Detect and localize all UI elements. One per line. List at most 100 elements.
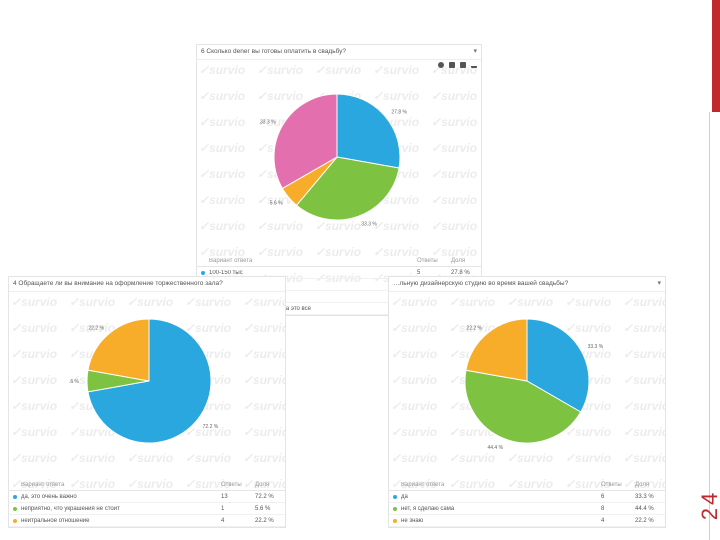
- watermark: ✓survio: [199, 219, 246, 233]
- legend-dot-icon: [393, 494, 397, 499]
- table-cell: 13: [221, 493, 228, 500]
- legend-dot-icon: [13, 518, 17, 523]
- watermark: ✓survio: [431, 167, 478, 181]
- table-cell: 72.2 %: [255, 493, 274, 500]
- watermark: ✓survio: [11, 321, 58, 335]
- table-cell: 22.2 %: [255, 517, 274, 524]
- watermark: ✓survio: [623, 295, 666, 309]
- slice-label: 5.6 %: [69, 379, 80, 385]
- table-cell: да: [401, 493, 408, 500]
- pie-slice: [464, 369, 582, 444]
- watermark: ✓survio: [623, 425, 666, 439]
- slice-label: 27.8 %: [391, 109, 407, 115]
- watermark: ✓survio: [69, 295, 116, 309]
- panel-title: 6 Сколько denег вы готовы оплатить в сва…: [197, 45, 481, 60]
- pie-chart: 33.3 % 44.4 % 22.2 %: [464, 318, 604, 451]
- settings-icon[interactable]: [438, 62, 444, 68]
- chart-toolbar: [438, 62, 477, 68]
- watermark: ✓survio: [257, 63, 304, 77]
- column-header: Доля: [255, 481, 270, 488]
- watermark: ✓survio: [431, 141, 478, 155]
- table-row: да 6 33.3 %: [389, 491, 665, 503]
- panel-title: …льную дизайнерскую студию во время ваше…: [389, 277, 665, 292]
- question-title: …льную дизайнерскую студию во время ваше…: [393, 280, 569, 287]
- watermark: ✓survio: [243, 373, 286, 387]
- watermark: ✓survio: [391, 373, 438, 387]
- watermark: ✓survio: [127, 295, 174, 309]
- column-header: Ответы: [221, 481, 242, 488]
- bar-chart-icon[interactable]: [449, 62, 455, 68]
- watermark: ✓survio: [623, 451, 666, 465]
- watermark: ✓survio: [11, 399, 58, 413]
- divider: [709, 112, 710, 540]
- watermark: ✓survio: [391, 425, 438, 439]
- watermark: ✓survio: [11, 373, 58, 387]
- table-cell: 6: [601, 493, 605, 500]
- table-cell: нейтральное отношение: [21, 517, 90, 524]
- table-row: неприятно, что украшения не стоит 1 5.6 %: [9, 503, 285, 515]
- legend-dot-icon: [393, 518, 397, 523]
- watermark: ✓survio: [199, 193, 246, 207]
- legend-header: Вариант ответа Ответы Доля: [9, 479, 285, 491]
- table-cell: 4: [221, 517, 225, 524]
- column-header: Ответы: [601, 481, 622, 488]
- column-header: Ответы: [417, 257, 438, 264]
- table-row: нет, я сделаю сама 8 44.4 %: [389, 503, 665, 515]
- pie-chart: 27.8 % 33.3 % 5.6 % 33.3 %: [260, 93, 408, 228]
- watermark: ✓survio: [11, 425, 58, 439]
- download-icon[interactable]: [471, 62, 477, 68]
- legend-table: Вариант ответа Ответы Доля да 6 33.3 % нет, я …: [389, 479, 665, 527]
- table-cell: 100-150 тыс: [209, 269, 243, 276]
- watermark: ✓survio: [623, 399, 666, 413]
- table-cell: 27.8 %: [451, 269, 470, 276]
- panel-title: 4 Обращаете ли вы внимание на оформление…: [9, 277, 285, 292]
- legend-header: Вариант ответа Ответы Доля: [389, 479, 665, 491]
- pie-slice: [295, 156, 400, 221]
- slice-label: 33.3 %: [361, 222, 377, 228]
- question-title: 4 Обращаете ли вы внимание на оформление…: [13, 280, 223, 287]
- table-cell: нет, я сделаю сама: [401, 505, 455, 512]
- legend-dot-icon: [13, 506, 17, 511]
- pie-slice: [465, 318, 528, 382]
- slice-label: 22.2 %: [88, 325, 104, 331]
- table-cell: 44.4 %: [635, 505, 654, 512]
- pie-slice: [526, 318, 590, 413]
- slice-label: 44.4 %: [487, 445, 503, 451]
- watermark: ✓survio: [315, 63, 362, 77]
- table-cell: 5.6 %: [255, 505, 271, 512]
- watermark: ✓survio: [243, 399, 286, 413]
- watermark: ✓survio: [431, 89, 478, 103]
- table-row: нейтральное отношение 4 22.2 %: [9, 515, 285, 527]
- survey-result-panel-decor: ✓survio ✓survio ✓survio ✓survio ✓survio ✓surv…: [8, 276, 286, 528]
- legend-header: Вариант ответа Ответы Доля: [197, 255, 481, 267]
- watermark: ✓survio: [11, 451, 58, 465]
- table-cell: да, это очень важно: [21, 493, 77, 500]
- watermark: ✓survio: [391, 295, 438, 309]
- watermark: ✓survio: [431, 219, 478, 233]
- watermark: ✓survio: [623, 347, 666, 361]
- legend-dot-icon: [393, 506, 397, 511]
- watermark: ✓survio: [199, 89, 246, 103]
- table-cell: 1: [221, 505, 225, 512]
- table-icon[interactable]: [460, 62, 466, 68]
- watermark: ✓survio: [431, 115, 478, 129]
- watermark: ✓survio: [243, 425, 286, 439]
- watermark: ✓survio: [391, 451, 438, 465]
- watermark: ✓survio: [199, 141, 246, 155]
- accent-bar: [712, 0, 720, 112]
- chevron-down-icon[interactable]: ▾: [473, 48, 477, 55]
- table-cell: 22.2 %: [635, 517, 654, 524]
- slice-label: 33.3 %: [260, 119, 276, 125]
- slice-label: 33.3 %: [588, 344, 604, 350]
- table-cell: 8: [601, 505, 605, 512]
- watermark: ✓survio: [391, 399, 438, 413]
- watermark: ✓survio: [11, 295, 58, 309]
- watermark: ✓survio: [199, 115, 246, 129]
- watermark: ✓survio: [373, 63, 420, 77]
- table-row: не знаю 4 22.2 %: [389, 515, 665, 527]
- watermark: ✓survio: [243, 321, 286, 335]
- watermark: ✓survio: [199, 167, 246, 181]
- table-row: 100-150 тыс 5 27.8 %: [197, 267, 481, 279]
- watermark: ✓survio: [11, 347, 58, 361]
- chevron-down-icon[interactable]: ▾: [657, 280, 661, 287]
